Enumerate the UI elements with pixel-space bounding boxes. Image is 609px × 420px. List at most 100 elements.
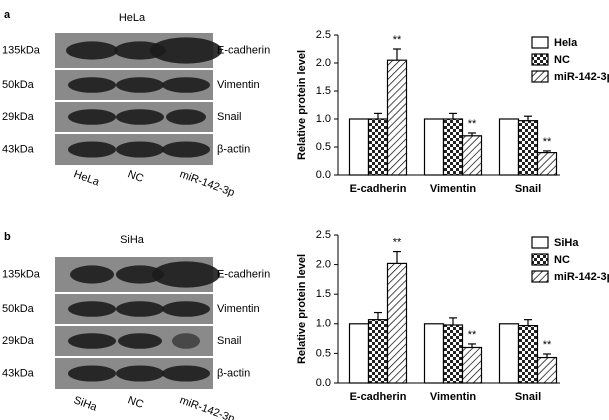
y-tick-label: 1.0 [316,318,331,330]
blot-band [68,141,116,158]
blot-band [66,41,118,60]
significance: ** [468,118,477,130]
blot-band [116,141,164,158]
blot-band [68,365,116,382]
x-tick-label: Snail [515,183,541,195]
legend-swatch [531,253,549,266]
x-tick-label: Snail [515,391,541,403]
blot-band [68,109,116,125]
lane-label: SiHa [72,394,99,414]
blot-band [68,77,116,93]
lane-label: NC [126,394,145,411]
x-tick-label: E-cadherin [350,183,407,195]
significance: ** [543,339,552,351]
lane-label: miR-142-3p [178,168,236,199]
y-axis-label: Relative protein level [296,50,308,160]
blot-band [172,333,200,349]
bar [367,319,389,384]
blot-band [152,261,220,288]
legend-swatch [531,270,549,283]
significance: ** [468,329,477,341]
y-tick-label: 2.5 [316,229,331,241]
panel-label: b [4,231,11,243]
blot-band [162,141,210,158]
protein-label: β-actin [217,143,250,155]
bar [348,118,370,176]
legend-swatch [531,36,549,49]
legend-label: SiHa [554,237,579,249]
y-tick-label: 0.5 [316,141,331,153]
y-tick-label: 0.0 [316,169,331,181]
bar [386,59,408,176]
bar [461,135,483,176]
bar [536,356,558,384]
y-tick-label: 0.5 [316,347,331,359]
legend-swatch [531,70,549,83]
panel-label: a [4,9,11,21]
blot-title: HeLa [119,12,146,24]
bar [386,262,408,384]
significance: ** [393,236,402,248]
bar [536,152,558,176]
blot-title: SiHa [120,234,145,246]
size-label: 50kDa [2,303,35,315]
size-label: 29kDa [2,335,35,347]
protein-label: β-actin [217,367,250,379]
size-label: 43kDa [2,367,35,379]
bar [517,324,539,384]
bar [423,118,445,176]
x-tick-label: E-cadherin [350,391,407,403]
bar [423,323,445,384]
significance: ** [543,136,552,148]
blot-band [118,333,162,349]
blot-band [166,109,206,125]
size-label: 135kDa [2,268,41,280]
blot-band [68,333,116,349]
protein-label: Snail [217,111,241,123]
legend-label: NC [554,54,570,66]
bar [442,118,464,176]
bar [348,323,370,384]
x-tick-label: Vimentin [430,391,477,403]
size-label: 135kDa [2,44,41,56]
y-tick-label: 2.0 [316,259,331,271]
x-tick-label: Vimentin [430,183,477,195]
blot-band [150,37,222,64]
legend-swatch [531,236,549,249]
size-label: 50kDa [2,79,35,91]
blot-band [162,301,210,317]
lane-label: miR-142-3p [178,394,236,420]
bar [498,118,520,176]
blot-band [116,265,164,284]
blot-band [162,77,210,93]
y-tick-label: 1.0 [316,113,331,125]
y-tick-label: 0.0 [316,377,331,389]
bar [367,118,389,176]
size-label: 43kDa [2,143,35,155]
protein-label: Vimentin [217,79,260,91]
lane-label: NC [126,168,145,185]
blot-band [162,365,210,382]
y-tick-label: 2.5 [316,29,331,41]
legend-label: NC [554,254,570,266]
blot-band [116,109,164,125]
y-tick-label: 2.0 [316,57,331,69]
legend-label: miR-142-3p [554,271,609,283]
protein-label: E-cadherin [217,44,270,56]
legend-swatch [531,53,549,66]
lane-label: HeLa [72,168,102,189]
blot-band [116,365,164,382]
blot-band [116,301,164,317]
protein-label: Vimentin [217,303,260,315]
blot-band [116,77,164,93]
bar [498,323,520,384]
y-axis-label: Relative protein level [296,254,308,364]
bar [517,120,539,176]
y-tick-label: 1.5 [316,288,331,300]
legend-label: Hela [554,37,578,49]
protein-label: E-cadherin [217,268,270,280]
y-tick-label: 1.5 [316,85,331,97]
legend-label: miR-142-3p [554,71,609,83]
bar [461,346,483,384]
